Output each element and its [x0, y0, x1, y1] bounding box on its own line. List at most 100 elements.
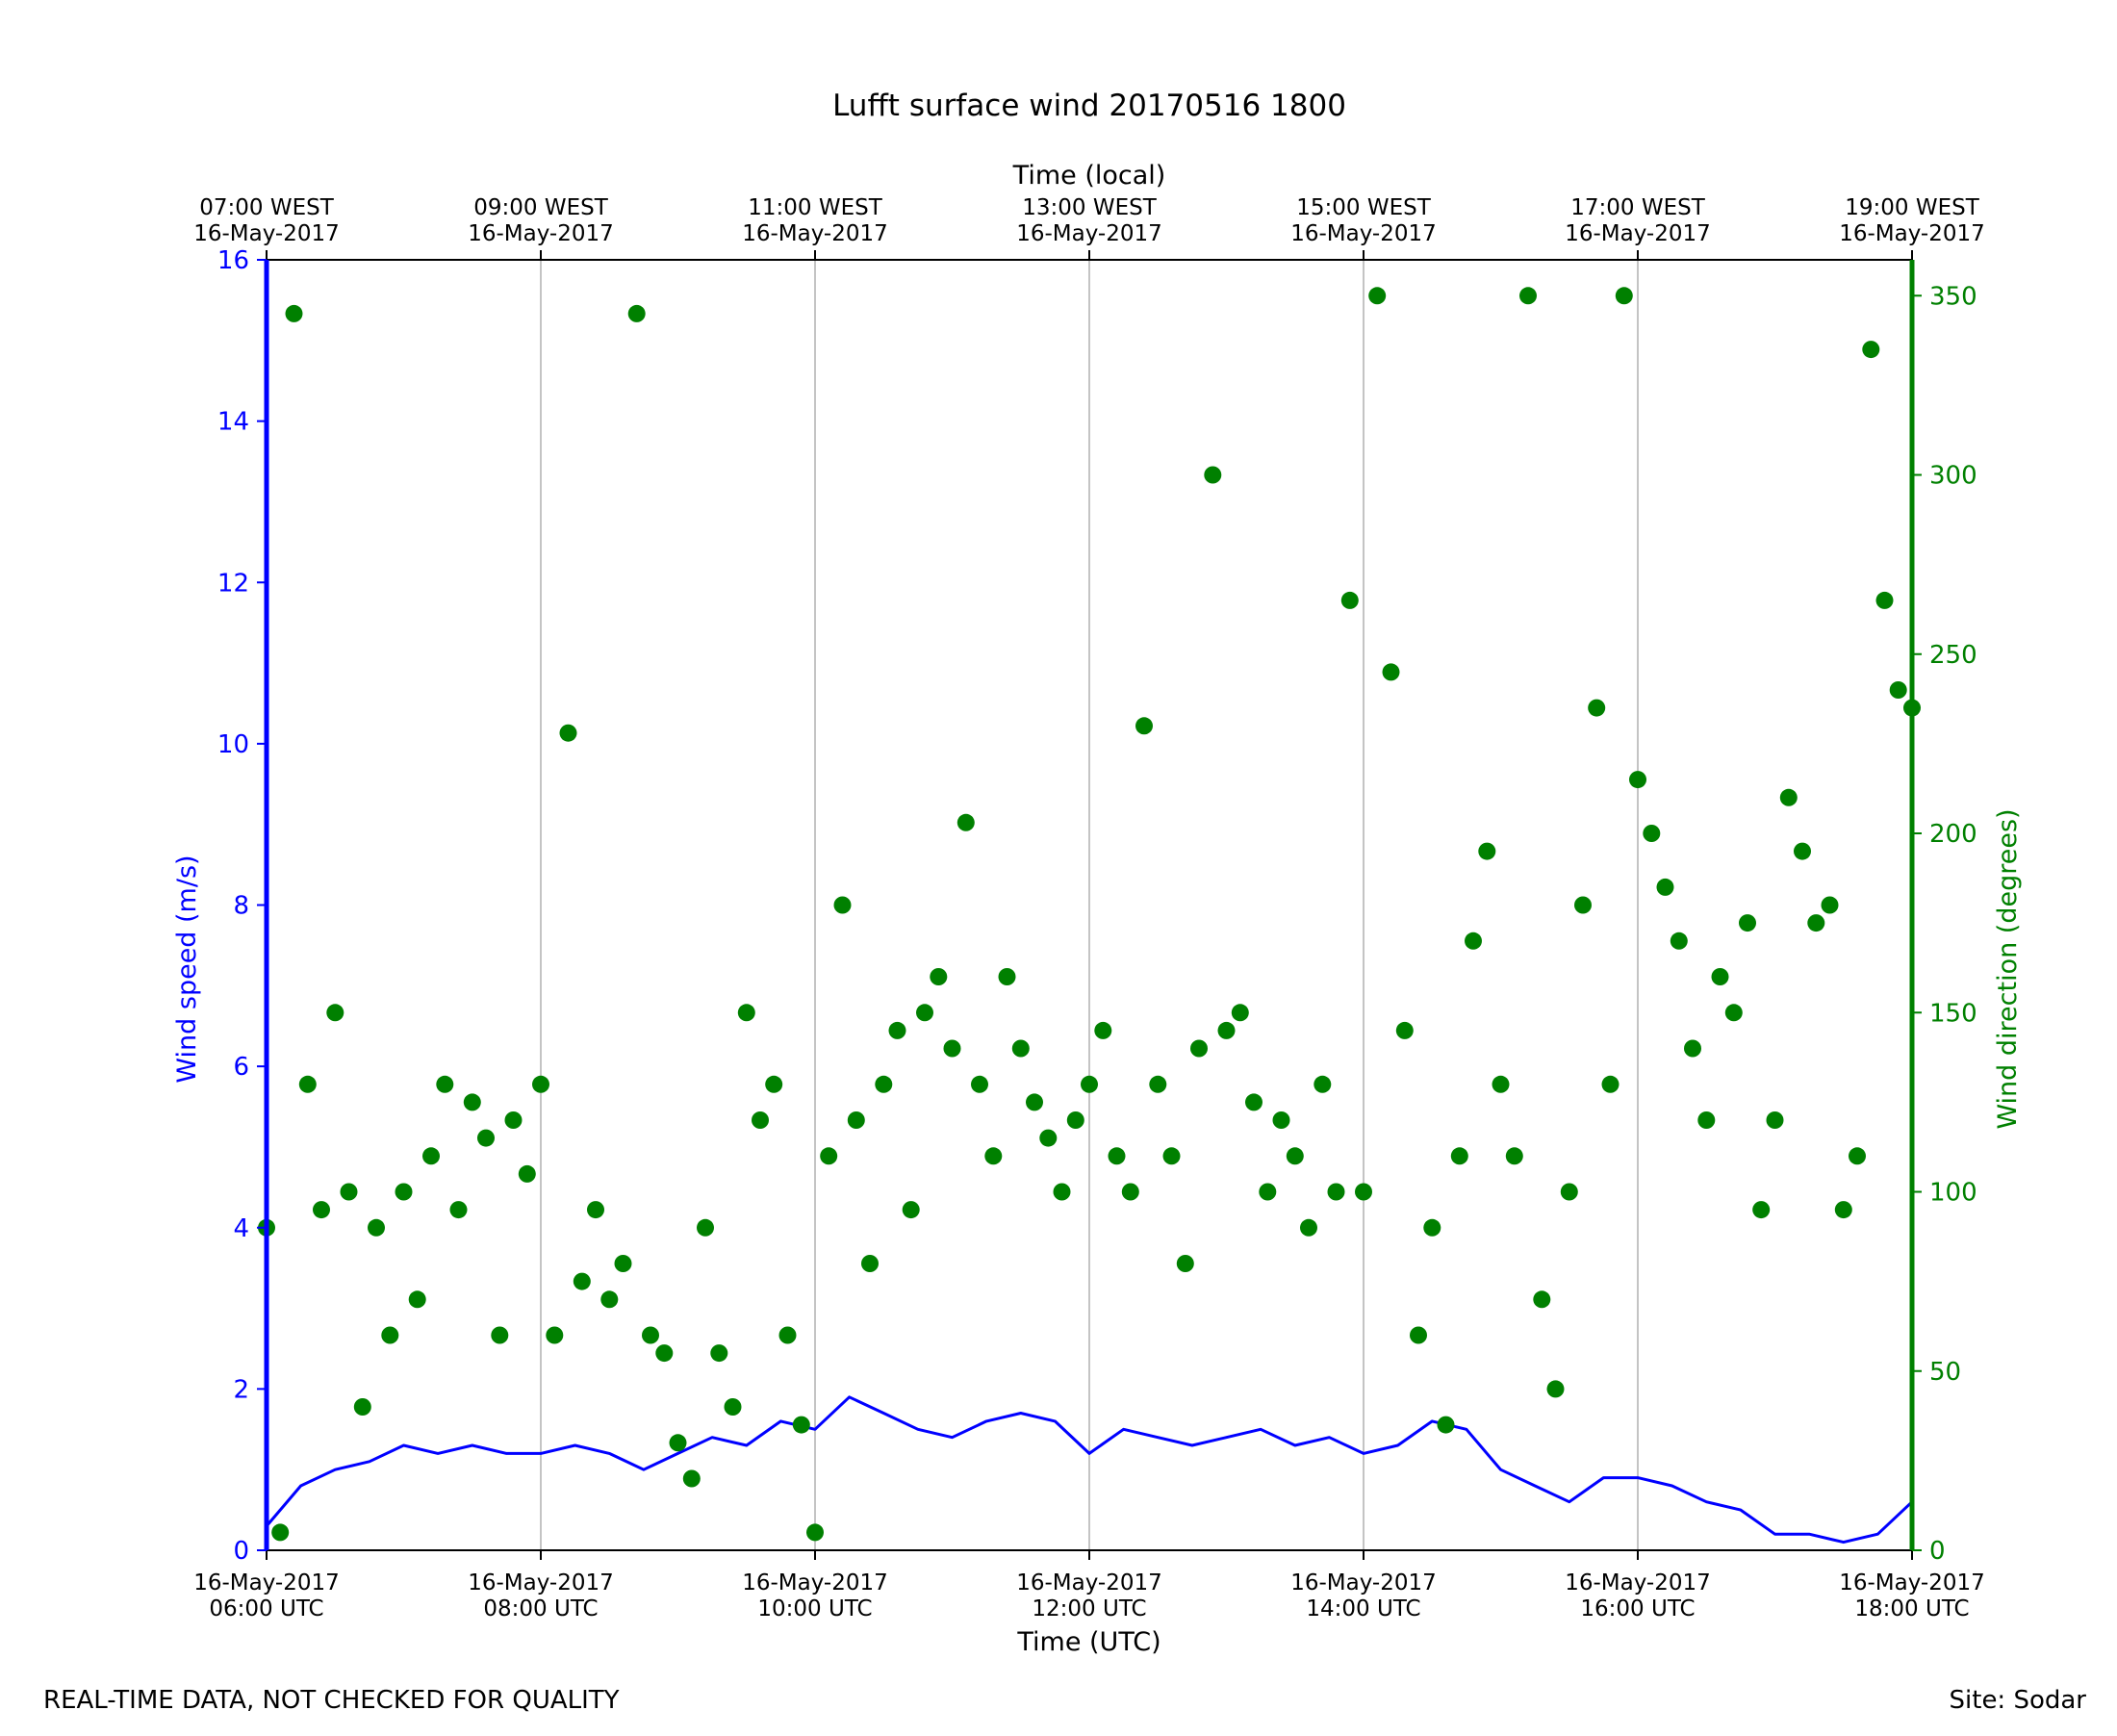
wind-direction-point	[1066, 1111, 1084, 1129]
x-tick-label: 12:00 UTC	[1032, 1596, 1146, 1621]
wind-direction-point	[1505, 1147, 1523, 1165]
wind-direction-point	[1204, 466, 1222, 484]
x-tick-label: 16-May-2017	[1290, 1570, 1437, 1596]
wind-direction-point	[971, 1075, 988, 1093]
wind-direction-point	[1492, 1075, 1510, 1093]
left-y-tick-label: 2	[233, 1375, 249, 1404]
wind-direction-point	[765, 1075, 783, 1093]
wind-direction-point	[1327, 1183, 1345, 1201]
x-axis-label: Time (UTC)	[1016, 1627, 1161, 1657]
wind-direction-point	[587, 1201, 604, 1219]
wind-direction-point	[1821, 896, 1839, 914]
wind-direction-point	[1794, 842, 1811, 860]
wind-direction-point	[1739, 914, 1756, 932]
wind-direction-point	[1574, 896, 1592, 914]
wind-direction-point	[1670, 932, 1688, 950]
wind-direction-point	[1081, 1075, 1098, 1093]
wind-direction-point	[353, 1398, 371, 1416]
wind-direction-point	[1560, 1183, 1578, 1201]
top-tick-label: 16-May-2017	[1565, 221, 1711, 246]
wind-direction-point	[724, 1398, 742, 1416]
x-tick-label: 16-May-2017	[193, 1570, 340, 1596]
right-y-tick-label: 150	[1929, 999, 1977, 1028]
wind-direction-point	[778, 1326, 797, 1344]
wind-direction-point	[1766, 1111, 1784, 1129]
wind-direction-point	[1656, 878, 1674, 896]
wind-direction-point	[1533, 1290, 1551, 1309]
x-tick-label: 16-May-2017	[1016, 1570, 1162, 1596]
wind-direction-point	[1629, 771, 1646, 789]
wind-direction-point	[1615, 287, 1633, 305]
wind-direction-point	[1423, 1218, 1441, 1237]
wind-direction-point	[984, 1147, 1003, 1165]
wind-direction-point	[313, 1201, 330, 1219]
wind-direction-point	[697, 1218, 714, 1237]
wind-direction-point	[902, 1201, 920, 1219]
wind-direction-point	[559, 724, 577, 742]
wind-direction-point	[1011, 1039, 1030, 1058]
wind-direction-point	[1355, 1183, 1372, 1201]
wind-direction-point	[1752, 1201, 1771, 1219]
wind-direction-point	[1272, 1111, 1290, 1129]
top-tick-label: 11:00 WEST	[748, 195, 882, 220]
top-tick-label: 16-May-2017	[1290, 221, 1437, 246]
wind-direction-point	[655, 1344, 674, 1363]
wind-direction-point	[943, 1039, 961, 1058]
wind-direction-point	[627, 304, 646, 322]
wind-direction-point	[1135, 717, 1153, 735]
wind-direction-point	[833, 896, 852, 914]
wind-direction-point	[861, 1255, 879, 1272]
wind-direction-point	[669, 1434, 687, 1452]
x-tick-label: 18:00 UTC	[1854, 1596, 1969, 1621]
wind-direction-point	[1149, 1075, 1167, 1093]
series-layer	[258, 287, 1921, 1545]
x-tick-label: 10:00 UTC	[757, 1596, 872, 1621]
x-tick-label: 16-May-2017	[1565, 1570, 1711, 1596]
wind-direction-point	[1410, 1326, 1427, 1344]
wind-direction-point	[1382, 663, 1400, 681]
top-tick-label: 15:00 WEST	[1296, 195, 1431, 220]
wind-direction-point	[956, 813, 975, 831]
wind-direction-point	[792, 1416, 810, 1434]
wind-direction-point	[1026, 1093, 1043, 1111]
left-y-tick-label: 6	[233, 1053, 249, 1082]
wind-direction-point	[737, 1004, 755, 1022]
right-y-tick-label: 200	[1929, 820, 1977, 849]
wind-direction-point	[1108, 1147, 1126, 1165]
wind-direction-point	[820, 1147, 838, 1165]
wind-direction-point	[752, 1111, 769, 1129]
wind-direction-point	[1245, 1093, 1263, 1111]
x-tick-label: 16-May-2017	[742, 1570, 888, 1596]
wind-direction-point	[1039, 1129, 1058, 1147]
wind-direction-point	[340, 1183, 358, 1201]
wind-direction-point	[642, 1326, 659, 1344]
x-tick-label: 06:00 UTC	[209, 1596, 323, 1621]
wind-direction-point	[381, 1326, 399, 1344]
wind-direction-point	[449, 1201, 468, 1219]
grid-layer	[540, 260, 1639, 1550]
left-axis-label: Wind speed (m/s)	[172, 855, 202, 1083]
wind-direction-point	[395, 1183, 413, 1201]
right-y-tick-label: 350	[1929, 282, 1977, 311]
wind-direction-point	[298, 1075, 317, 1093]
wind-direction-point	[573, 1272, 591, 1290]
wind-direction-point	[546, 1326, 564, 1344]
wind-direction-point	[710, 1344, 728, 1363]
left-y-tick-label: 0	[233, 1537, 249, 1566]
left-y-tick-label: 14	[217, 408, 249, 437]
x-tick-label: 14:00 UTC	[1306, 1596, 1420, 1621]
wind-direction-point	[1588, 699, 1606, 717]
top-tick-label: 13:00 WEST	[1022, 195, 1157, 220]
wind-direction-point	[875, 1075, 893, 1093]
wind-direction-point	[1217, 1021, 1236, 1039]
wind-direction-point	[1849, 1147, 1866, 1165]
footer-site: Site: Sodar	[1949, 1686, 2086, 1715]
x-tick-label: 08:00 UTC	[483, 1596, 598, 1621]
right-y-tick-label: 250	[1929, 641, 1977, 670]
wind-direction-point	[1875, 591, 1894, 609]
wind-direction-point	[408, 1290, 426, 1309]
footer-disclaimer: REAL-TIME DATA, NOT CHECKED FOR QUALITY	[43, 1686, 620, 1715]
wind-direction-point	[326, 1004, 344, 1022]
